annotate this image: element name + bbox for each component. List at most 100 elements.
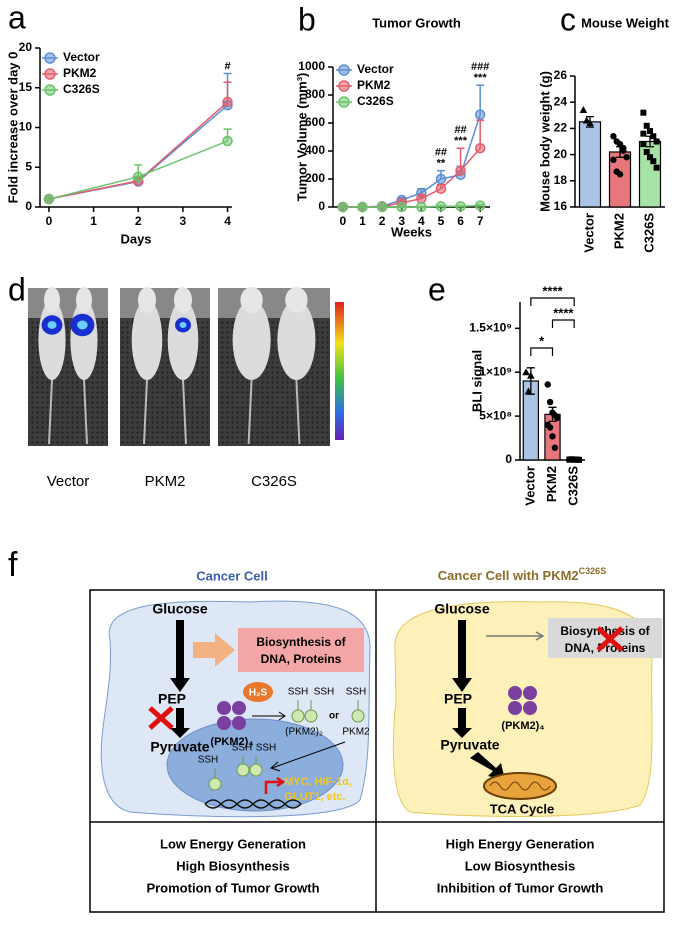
data-point [527, 371, 535, 379]
arrow [452, 728, 472, 738]
panel-label: e [428, 271, 446, 307]
group-label: Vector [47, 473, 90, 490]
panel-label: a [8, 0, 26, 35]
legend-label: PKM2 [63, 66, 97, 80]
data-point [455, 201, 466, 212]
biosynthesis-label: Biosynthesis of [560, 624, 650, 638]
data-point [586, 119, 594, 127]
x-tick-label: 2 [135, 214, 142, 228]
y-tick-label: 1.5×10⁹ [469, 321, 512, 335]
bar [638, 140, 662, 208]
mouse-body [232, 300, 271, 380]
biosynthesis-label: DNA, Proteins [565, 641, 646, 655]
y-tick-label: 20 [19, 40, 33, 54]
panel-label: f [8, 546, 18, 584]
data-point [610, 133, 617, 140]
y-tick-label: 10 [19, 120, 33, 134]
legend-marker [44, 84, 56, 96]
tetramer [508, 686, 537, 715]
legend-label: PKM2 [357, 78, 391, 92]
photo-top [218, 288, 330, 318]
data-point [620, 144, 627, 152]
arrow [486, 631, 545, 641]
legend-label: C326S [357, 94, 394, 108]
outcome: High Biosynthesis [176, 858, 289, 873]
mouse-tail [247, 379, 253, 445]
legend-marker [338, 96, 350, 108]
legend-marker [338, 80, 350, 92]
x-tick-label: 6 [457, 214, 464, 228]
arrow [176, 708, 184, 730]
x-tick-label: C326S [641, 213, 656, 253]
mouse-tail [83, 379, 88, 445]
glucose-label: Glucose [152, 601, 207, 617]
data-point [573, 456, 580, 463]
mouse-head [174, 287, 192, 313]
y-axis-label: Mouse body weight (g) [537, 71, 552, 212]
x-tick-label: Vector [522, 466, 537, 506]
arrow [170, 728, 190, 738]
ssh-label: SSH [288, 687, 309, 698]
arrow [458, 708, 466, 730]
y-tick-label: 0 [318, 199, 325, 213]
arrow [270, 741, 346, 772]
outcome: Low Energy Generation [160, 836, 306, 851]
arrow [176, 620, 184, 680]
biosynthesis-box [238, 628, 364, 672]
x-tick-label: 4 [418, 214, 425, 228]
target-genes: MYC, HIF-1α, [284, 776, 352, 788]
data-point [647, 128, 653, 135]
legend-label: Vector [63, 50, 100, 64]
legend-label: C326S [63, 82, 100, 96]
panel-label: c [560, 1, 576, 37]
biosynthesis-label: Biosynthesis of [256, 635, 346, 649]
mouse-head [240, 287, 263, 313]
data-point [551, 444, 559, 451]
y-axis-label: BLI signal [469, 350, 484, 412]
x-axis-label: Weeks [391, 224, 432, 239]
y-tick-label: 600 [305, 115, 325, 129]
annotation: *** [474, 72, 488, 84]
y-tick-label: 18 [554, 173, 568, 187]
mouse-head [285, 287, 308, 313]
annotation: *** [454, 135, 468, 147]
title-text: Cancer Cell with PKM2 [438, 568, 579, 583]
data-point [435, 201, 447, 212]
y-tick-label: 22 [554, 121, 568, 135]
data-point [546, 424, 554, 431]
persulfidated-pkm2 [291, 700, 365, 723]
y-tick-label: 15 [19, 80, 33, 94]
data-point [474, 142, 486, 154]
data-point [640, 130, 647, 137]
data-point [357, 201, 368, 213]
y-tick-label: 5×10⁸ [479, 408, 512, 422]
data-point [610, 156, 617, 164]
annotation: ** [437, 158, 446, 170]
significance-bracket [530, 347, 554, 356]
y-tick-label: 1000 [298, 59, 325, 73]
photo-top [28, 288, 108, 318]
y-tick-label: 400 [305, 143, 325, 157]
data-point [337, 201, 349, 213]
x-tick-label: Vector [581, 213, 596, 253]
y-tick-label: 0 [25, 199, 32, 213]
x-tick-label: 0 [46, 214, 53, 228]
y-tick-label: 800 [305, 87, 325, 101]
mouse-tail [48, 379, 53, 445]
outcome: Promotion of Tumor Growth [146, 880, 319, 895]
data-point [132, 171, 144, 183]
arrow [458, 620, 466, 680]
x-tick-label: 5 [438, 214, 445, 228]
tetramer-label: (PKM2)₄ [501, 720, 544, 732]
bli-signal [77, 320, 88, 330]
y-axis-label: Fold increase over day 0 [5, 52, 20, 204]
significance-bracket [551, 319, 575, 328]
data-point [544, 381, 551, 388]
monomer-label: PKM2 [342, 727, 370, 738]
data-point [474, 200, 486, 211]
cristae [489, 781, 551, 791]
y-tick-label: 5 [25, 159, 32, 173]
data-point [616, 171, 624, 178]
tetramer [217, 701, 246, 730]
data-point [579, 106, 588, 114]
